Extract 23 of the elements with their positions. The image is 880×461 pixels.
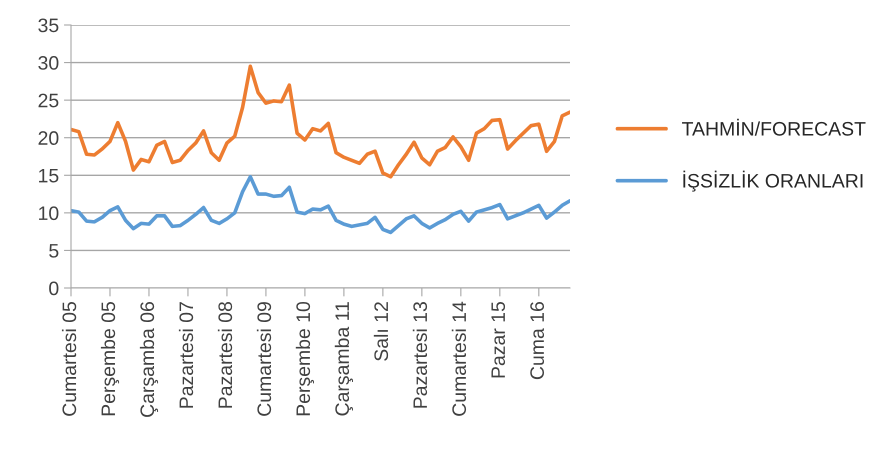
- x-tick-label: Pazartesi 08: [218, 302, 232, 408]
- legend-label: TAHMİN/FORECAST: [682, 118, 866, 136]
- x-tick-label: Salı 12: [374, 302, 388, 361]
- y-tick-label: 25: [38, 94, 58, 108]
- y-tick-label: 15: [39, 168, 58, 183]
- x-tick-label: Pazar 15: [491, 302, 506, 378]
- x-tick-label: Çarşamba 11: [334, 302, 353, 416]
- x-tick-label: Cumartesi 14: [452, 302, 466, 416]
- x-tick-label: Cuma 16: [530, 302, 544, 380]
- y-tick-label: 30: [38, 56, 58, 70]
- x-tick-label: Cumartesi 09: [256, 302, 272, 416]
- x-tick-label: Çarşamba 06: [140, 302, 158, 417]
- y-tick-label: 0: [49, 281, 58, 296]
- x-tick-label: Cumartesi 05: [62, 302, 76, 416]
- y-tick-label: 20: [38, 131, 58, 145]
- x-tick-label: Pazartesi 13: [412, 302, 428, 408]
- legend-label: İŞSİZLİK ORANLARI: [683, 170, 862, 192]
- y-tick-label: 35: [38, 18, 58, 32]
- y-tick-label: 10: [39, 206, 58, 220]
- x-tick-label: Pazartesi 07: [178, 302, 194, 408]
- x-tick-label: Perşembe 05: [100, 302, 120, 416]
- x-tick-label: Perşembe 10: [296, 302, 314, 416]
- y-tick-label: 5: [49, 244, 58, 258]
